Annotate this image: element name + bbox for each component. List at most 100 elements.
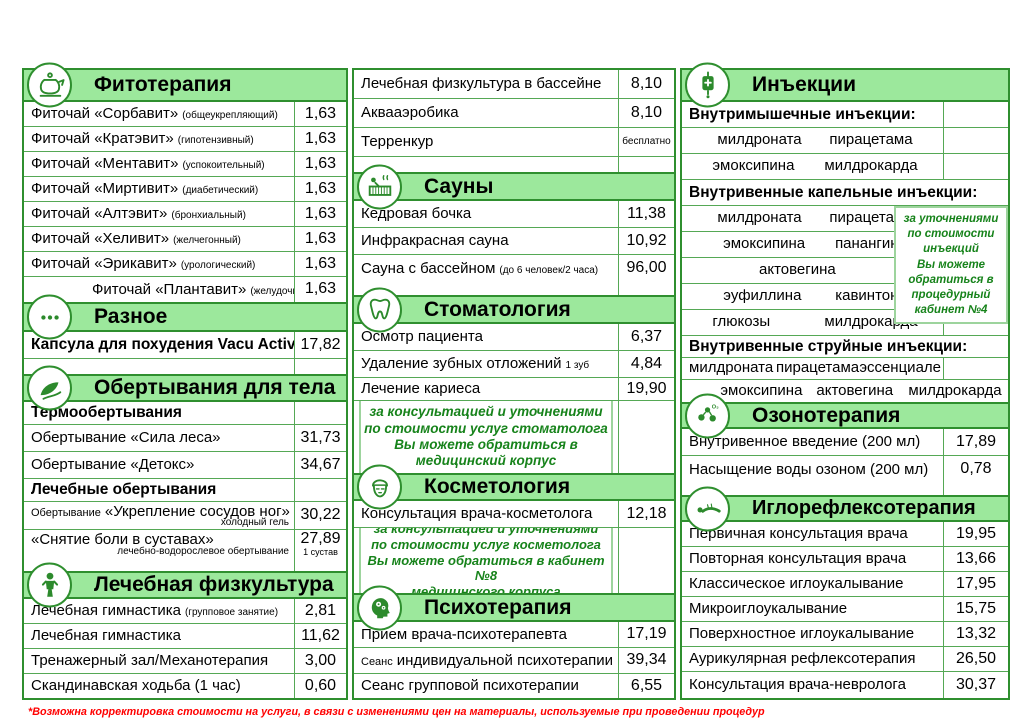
service-row: Сеанс индивидуальной психотерапии 39,34 <box>354 648 674 674</box>
person-icon <box>27 562 72 608</box>
drug-name: эмоксипина <box>712 157 795 175</box>
service-price: 19,95 <box>943 522 1008 546</box>
service-price: 34,67 <box>294 452 346 478</box>
service-price: 12,18 <box>618 501 674 527</box>
service-price: 17,89 <box>943 429 1008 455</box>
service-row: Фиточай «Плантавит»(желудочный) 1,63 <box>24 277 346 302</box>
service-price: 17,95 <box>943 572 1008 596</box>
service-price: 1,63 <box>294 252 346 276</box>
service-price: 31,73 <box>294 425 346 451</box>
section-header-misc: Разное <box>24 294 346 340</box>
service-qualifier: (общеукрепляющий) <box>182 110 278 122</box>
service-row: Обертывание «Сила леса» 31,73 <box>24 425 346 452</box>
service-name: Насыщение воды озоном (200 мл) <box>689 460 929 478</box>
service-row: Консультация врача-невролога 30,37 <box>682 672 1008 698</box>
empty-row <box>24 359 346 374</box>
service-row: Кедровая бочка 11,38 <box>354 201 674 228</box>
injections-note: за уточнениями по стоимости инъекций Вы … <box>894 206 1008 325</box>
service-price: 13,66 <box>943 547 1008 571</box>
section-header-psychotherapy: Психотерапия <box>354 585 674 630</box>
drug-name: эмоксипина <box>720 381 803 399</box>
section-title: Инъекции <box>752 73 857 96</box>
section-header-phytotherapy: Фитотерапия <box>24 62 346 108</box>
service-row: Удаление зубных отложений 1 зуб 4,84 <box>354 351 674 378</box>
service-name: Лечение кариеса <box>361 380 481 398</box>
service-price: 15,75 <box>943 597 1008 621</box>
drug-name: эссенциале <box>859 359 941 377</box>
service-name: Внутривенное введение (200 мл) <box>689 433 921 451</box>
service-price <box>943 128 1008 153</box>
dental-note-row: за консультацией и уточнениями по стоимо… <box>354 401 674 473</box>
service-price: 6,37 <box>618 324 674 350</box>
service-name: «Укрепление сосудов ног» <box>104 502 290 520</box>
service-row: Фиточай «Миртивит» (диабетический) 1,63 <box>24 177 346 202</box>
service-row: Сеанс групповой психотерапии 6,55 <box>354 674 674 698</box>
service-prefix: Обертывание <box>31 506 101 519</box>
service-name: Консультация врача-невролога <box>689 676 906 694</box>
drug-name: милдрокарда <box>824 157 918 175</box>
service-row: Первичная консультация врача 19,95 <box>682 522 1008 547</box>
service-price <box>943 154 1008 179</box>
section-title: Фитотерапия <box>94 73 232 96</box>
service-price: 30,22 <box>294 502 346 529</box>
service-price <box>618 528 674 593</box>
service-prefix: Сеанс <box>361 655 393 668</box>
drug-name: актовегина <box>759 261 836 279</box>
service-qualifier: 1 зуб <box>565 360 590 372</box>
service-name: Аквааэробика <box>361 104 459 122</box>
service-price <box>294 402 346 424</box>
service-row: Повторная консультация врача 13,66 <box>682 547 1008 572</box>
service-row: Сауна с бассейном (до 6 человек/2 часа) 9… <box>354 255 674 282</box>
subsection-row: Внутривенные капельные инъекции: <box>682 180 1008 206</box>
teapot-icon <box>27 62 72 108</box>
service-price: 17,19 <box>618 622 674 647</box>
drug-name: пирацетама <box>829 131 913 149</box>
service-price <box>943 102 1008 127</box>
service-price: 6,55 <box>618 674 674 698</box>
drug-row: милдроната пирацетама <box>682 206 1008 232</box>
sauna-icon <box>357 164 402 209</box>
service-name: Инфракрасная сауна <box>361 232 509 250</box>
service-price: 3,00 <box>294 649 346 673</box>
service-price: 1,63 <box>294 227 346 251</box>
service-row: Поверхностное иглоукалывание 13,32 <box>682 622 1008 647</box>
service-qualifier: (желчегонный) <box>173 235 241 247</box>
service-name: Фиточай «Кратэвит» <box>31 130 174 148</box>
service-row: Консультация врача-косметолога 12,18 <box>354 501 674 528</box>
service-name: Скандинавская ходьба (1 час) <box>31 677 241 695</box>
subsection-row: Термообертывания <box>24 402 346 425</box>
service-price: 1,63 <box>294 127 346 151</box>
section-title: Разное <box>94 305 168 328</box>
service-name: индивидуальной психотерапии <box>396 651 614 669</box>
service-price <box>943 483 1008 495</box>
dots-icon <box>27 294 72 340</box>
service-price: 11,62 <box>294 624 346 648</box>
drug-row: милдроната пирацетама <box>682 128 1008 154</box>
head-gears-icon <box>357 585 402 630</box>
service-row: Насыщение воды озоном (200 мл) 0,78 <box>682 456 1008 483</box>
service-name: Капсула для похудения Vacu Activ <box>31 336 294 354</box>
price-table-left: Фитотерапия Фиточай «Сорбавит» (общеукреп… <box>22 62 348 700</box>
service-row: Фиточай «Сорбавит» (общеукрепляющий) 1,63 <box>24 102 346 127</box>
service-qualifier: (групповое занятие) <box>184 607 279 619</box>
section-header-saunas: Сауны <box>354 164 674 209</box>
empty-row <box>354 157 674 172</box>
service-price: 8,10 <box>618 70 674 98</box>
service-price: 10,92 <box>618 228 674 254</box>
drug-name: панангина <box>835 235 907 253</box>
service-qualifier: (бронхиальный) <box>171 210 246 222</box>
drug-row: эмоксипина актовегина милдрокарда <box>682 380 1008 402</box>
subsection-title: Внутривенные струйные инъекции: <box>689 337 968 355</box>
service-row: Фиточай «Эрикавит» (урологический) 1,63 <box>24 252 346 277</box>
drug-name: милдроната <box>717 131 802 149</box>
service-qualifier: (желудочный) <box>250 285 294 297</box>
service-price: 4,84 <box>618 351 674 377</box>
service-row: Обертывание «Детокс» 34,67 <box>24 452 346 479</box>
service-name: Классическое иглоукалывание <box>689 575 904 593</box>
service-qualifier: (до 6 человек/2 часа) <box>499 264 599 276</box>
section-title: Сауны <box>424 174 494 198</box>
subsection-title: Термообертывания <box>31 404 182 422</box>
section-header-exercise: Лечебная физкультура <box>24 562 346 608</box>
service-qualifier: (успокоительный) <box>182 160 265 172</box>
service-name: Обертывание «Детокс» <box>31 456 195 474</box>
